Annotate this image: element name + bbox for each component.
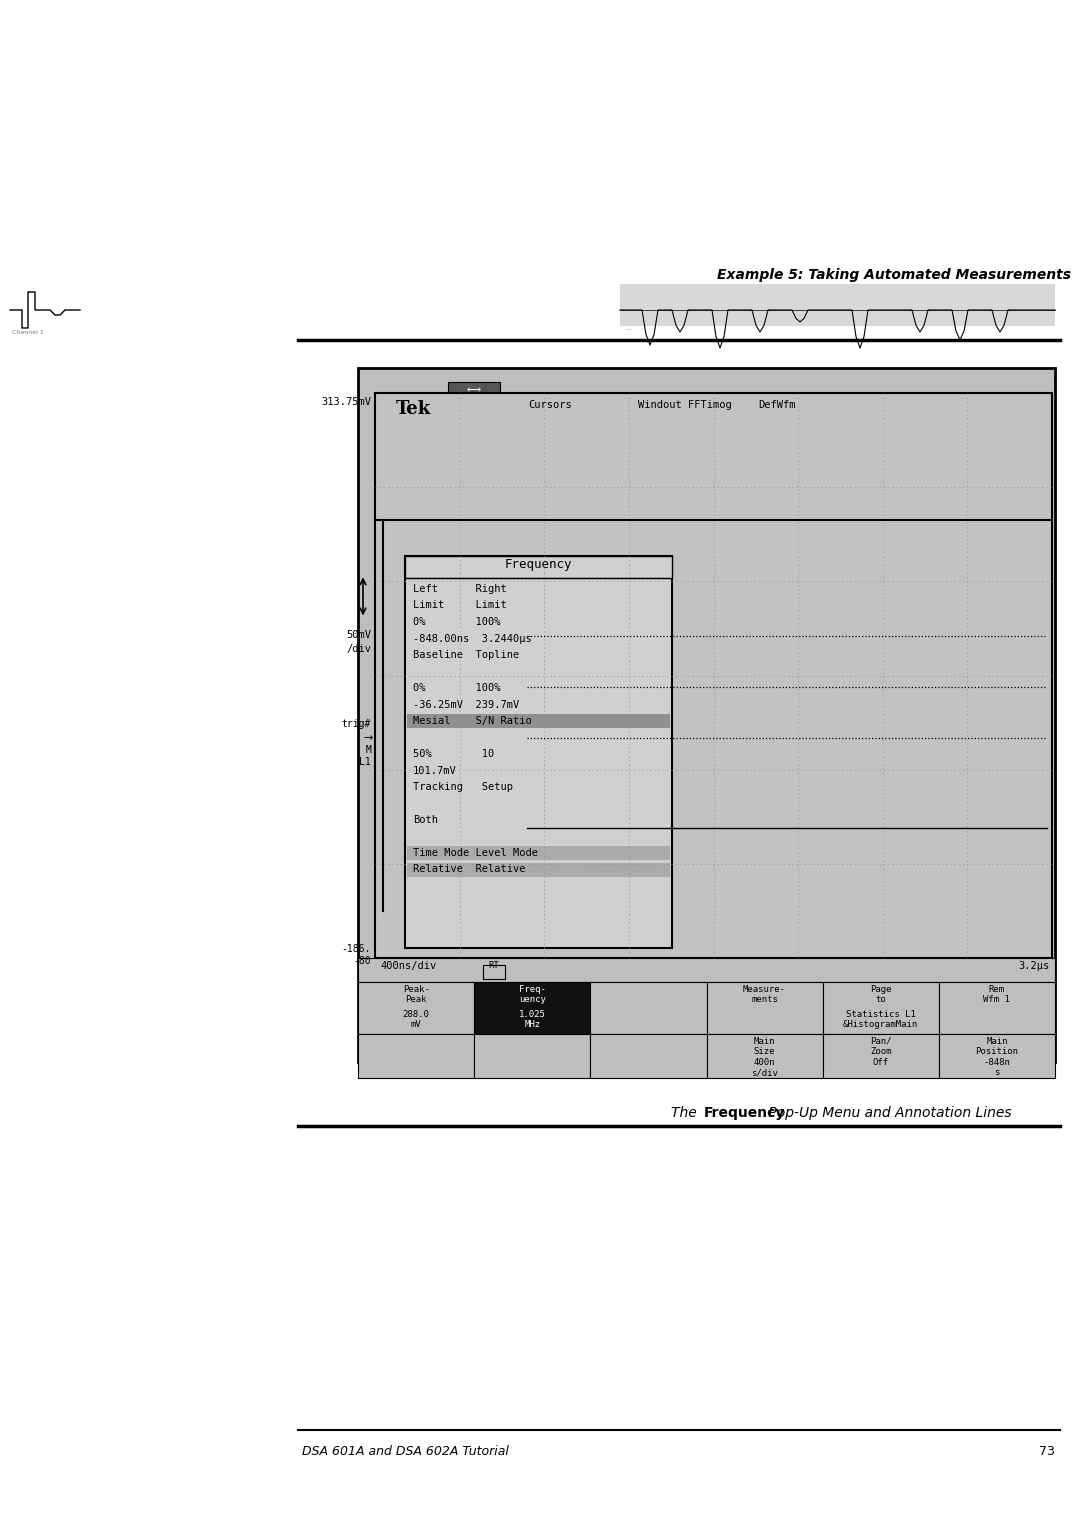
Text: Time Mode Level Mode: Time Mode Level Mode [413, 848, 538, 859]
Bar [407, 847, 670, 860]
Text: Measure-
ments: Measure- ments [743, 986, 786, 1004]
Text: Freq-
uency: Freq- uency [518, 986, 545, 1004]
Bar [405, 556, 672, 578]
Text: Peak-
Peak: Peak- Peak [403, 986, 430, 1004]
Text: DefWfm: DefWfm [758, 400, 796, 410]
Bar [591, 1034, 706, 1077]
Text: Page
to: Page to [870, 986, 891, 1004]
Bar [357, 1034, 474, 1077]
Text: Rem
Wfm 1: Rem Wfm 1 [984, 986, 1011, 1004]
Bar [939, 1034, 1055, 1077]
Text: 288.0
mV: 288.0 mV [403, 1010, 430, 1030]
Text: Pop-Up Menu and Annotation Lines: Pop-Up Menu and Annotation Lines [765, 1106, 1012, 1120]
Text: 0%        100%: 0% 100% [413, 617, 500, 626]
Text: M: M [365, 744, 372, 755]
Text: -80: -80 [353, 957, 372, 966]
Bar [448, 382, 500, 403]
Text: Pan/
Zoom
Off: Pan/ Zoom Off [870, 1038, 891, 1067]
Text: Example 5: Taking Automated Measurements: Example 5: Taking Automated Measurements [717, 267, 1071, 283]
Text: Main
Size
400n
s/div: Main Size 400n s/div [752, 1038, 778, 1077]
Bar [939, 983, 1055, 1034]
Text: -36.25mV  239.7mV: -36.25mV 239.7mV [413, 700, 519, 709]
Bar [405, 556, 672, 947]
Text: DSA 601A and DSA 602A Tutorial: DSA 601A and DSA 602A Tutorial [302, 1445, 509, 1458]
Text: 50mV: 50mV [346, 630, 372, 640]
Text: Tracking   Setup: Tracking Setup [413, 782, 513, 792]
Text: 1.025
MHz: 1.025 MHz [518, 1010, 545, 1030]
Bar [375, 393, 1052, 958]
Text: Left      Right: Left Right [413, 584, 507, 594]
Bar [591, 983, 706, 1034]
Bar [357, 958, 1055, 983]
Text: Windout FFTimog: Windout FFTimog [638, 400, 732, 410]
Bar [357, 368, 1055, 1062]
Bar [620, 284, 1055, 325]
Text: -848.00ns  3.2440μs: -848.00ns 3.2440μs [413, 634, 531, 643]
Text: 313.75mV: 313.75mV [321, 397, 372, 406]
Text: Channel 1: Channel 1 [12, 330, 44, 335]
Text: 73: 73 [1039, 1445, 1055, 1458]
Text: Frequency: Frequency [703, 1106, 785, 1120]
Bar [706, 983, 823, 1034]
Bar [823, 983, 939, 1034]
Text: Limit     Limit: Limit Limit [413, 601, 507, 611]
Text: RT: RT [488, 961, 499, 970]
Text: 0%        100%: 0% 100% [413, 683, 500, 694]
Text: 400ns/div: 400ns/div [380, 961, 436, 970]
Text: /div: /div [346, 645, 372, 654]
Bar [357, 983, 474, 1034]
Text: Frequency: Frequency [504, 558, 572, 571]
Text: ...: ... [625, 325, 632, 332]
Text: L1: L1 [360, 756, 372, 767]
Text: Cursors: Cursors [528, 400, 571, 410]
Bar [823, 1034, 939, 1077]
Text: Tek: Tek [395, 400, 431, 419]
Text: Mesial    S/N Ratio: Mesial S/N Ratio [413, 717, 531, 726]
Text: trig#: trig# [341, 718, 372, 729]
Text: The: The [672, 1106, 702, 1120]
Text: Both: Both [413, 814, 438, 825]
Text: Statistics L1
&HistogramMain: Statistics L1 &HistogramMain [843, 1010, 918, 1030]
Text: 50%        10: 50% 10 [413, 749, 495, 759]
Text: Baseline  Topline: Baseline Topline [413, 649, 519, 660]
Text: Relative  Relative: Relative Relative [413, 865, 526, 874]
Text: -186.: -186. [341, 944, 372, 953]
Text: 101.7mV: 101.7mV [413, 766, 457, 776]
Bar [706, 1034, 823, 1077]
Text: Main
Position
-848n
s: Main Position -848n s [975, 1038, 1018, 1077]
Bar [407, 862, 670, 877]
Bar [407, 714, 670, 727]
Bar [483, 966, 505, 979]
Text: →: → [364, 733, 373, 743]
Text: ←→: ←→ [467, 384, 482, 396]
Text: 3.2μs: 3.2μs [1018, 961, 1050, 970]
Bar [474, 983, 591, 1034]
Bar [474, 1034, 591, 1077]
